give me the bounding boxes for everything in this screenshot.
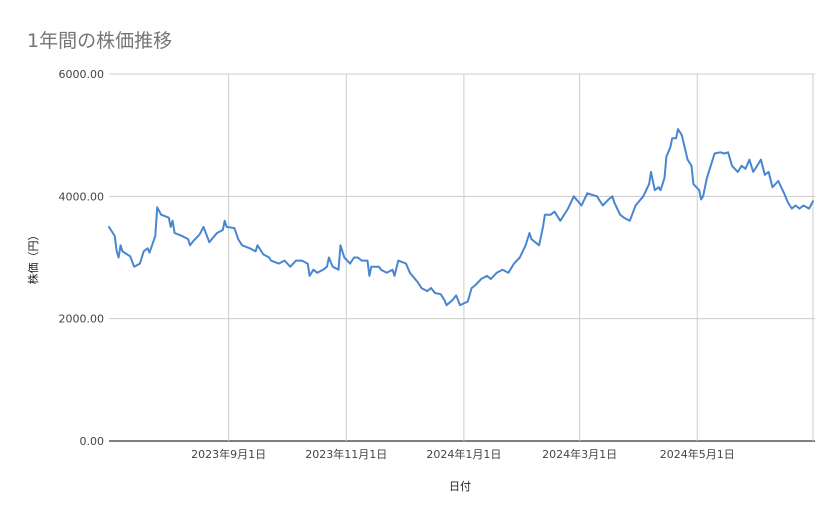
x-tick-label: 2023年9月1日 [191, 447, 266, 461]
y-axis-tick-labels: 0.00 2000.00 4000.00 6000.00 [59, 68, 105, 448]
y-tick-label: 4000.00 [59, 190, 105, 203]
x-tick-label: 2024年3月1日 [542, 447, 617, 461]
y-tick-label: 0.00 [80, 435, 105, 448]
x-tick-label: 2024年1月1日 [426, 447, 501, 461]
series-layer [108, 128, 814, 307]
x-axis-tick-labels: 2023年9月1日 2023年11月1日 2024年1月1日 2024年3月1日 202… [191, 447, 735, 461]
series-line [108, 128, 814, 307]
x-tick-label: 2023年11月1日 [305, 447, 387, 461]
x-axis-label: 日付 [449, 480, 471, 493]
horizontal-gridlines [109, 73, 815, 442]
chart-title: 1年間の株価推移 [27, 30, 173, 52]
y-tick-label: 2000.00 [59, 313, 105, 326]
vertical-gridlines [228, 74, 814, 441]
y-tick-label: 6000.00 [59, 68, 105, 81]
y-axis-label: 株価（円） [26, 230, 40, 285]
x-tick-label: 2024年5月1日 [660, 447, 735, 461]
